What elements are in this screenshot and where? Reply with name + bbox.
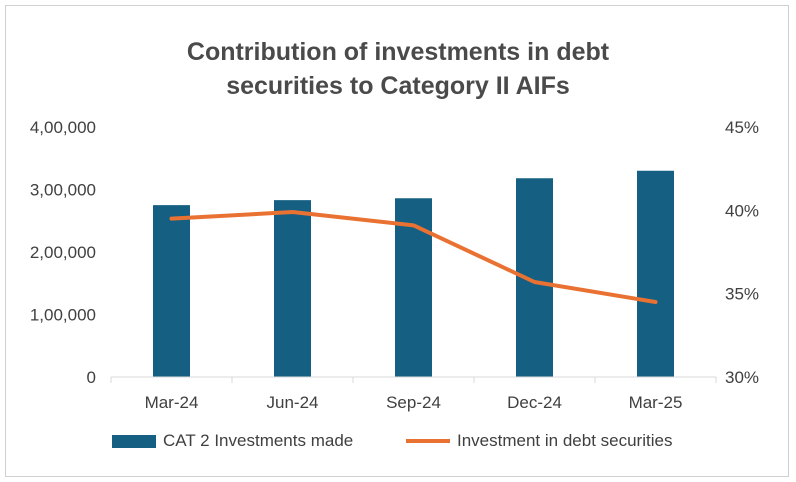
y-left-tick-label: 0 <box>87 368 96 387</box>
x-tick-label: Mar-24 <box>145 393 199 412</box>
y-left-tick-label: 4,00,000 <box>30 118 96 137</box>
chart-title-line-1: Contribution of investments in debt <box>187 38 610 66</box>
chart-frame: Contribution of investments in debt secu… <box>5 5 789 477</box>
y-left-tick-label: 3,00,000 <box>30 181 96 200</box>
legend-label-line: Investment in debt securities <box>457 431 672 450</box>
bar-sep-24 <box>395 198 432 377</box>
y-left-tick-label: 2,00,000 <box>30 243 96 262</box>
x-tick-label: Jun-24 <box>267 393 319 412</box>
bar-mar-25 <box>637 170 674 377</box>
y-left-tick-label: 1,00,000 <box>30 306 96 325</box>
y-right-tick-label: 35% <box>725 285 759 304</box>
y-right-tick-label: 45% <box>725 118 759 137</box>
x-tick-label: Mar-25 <box>629 393 683 412</box>
legend-swatch-bar <box>112 435 156 448</box>
y-right-tick-label: 40% <box>725 201 759 220</box>
bar-jun-24 <box>274 200 311 377</box>
plot-area: Mar-24 Jun-24 Sep-24 Dec-24 Mar-25 0 1,00,000 2… <box>30 118 759 412</box>
chart-canvas: Contribution of investments in debt secu… <box>30 38 759 450</box>
chart-title-line-2: securities to Category II AIFs <box>226 72 570 100</box>
x-tick-label: Dec-24 <box>507 393 562 412</box>
bar-mar-24 <box>153 205 190 377</box>
legend: CAT 2 Investments made Investment in debt… <box>112 431 672 450</box>
y-right-tick-label: 30% <box>725 368 759 387</box>
legend-label-bar: CAT 2 Investments made <box>163 431 353 450</box>
x-tick-label: Sep-24 <box>386 393 441 412</box>
